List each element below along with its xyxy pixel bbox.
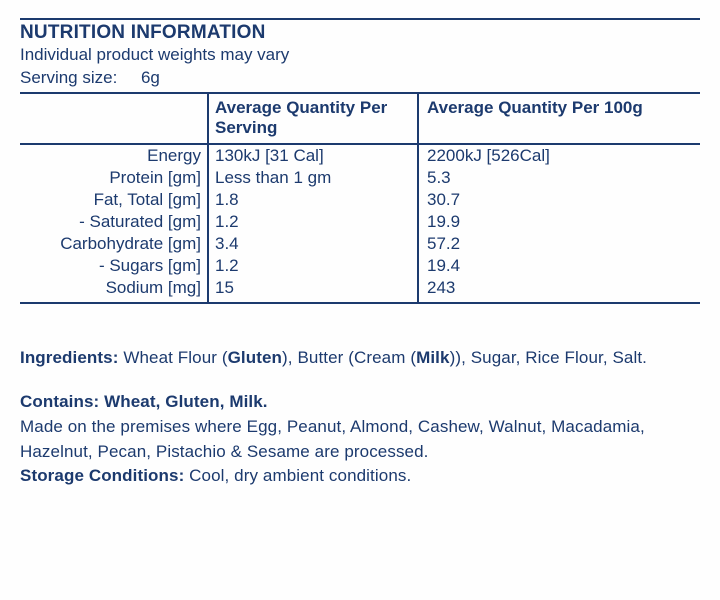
col-header-per-serving: Average Quantity Per Serving (208, 93, 418, 144)
per-100g-value: 19.4 (418, 255, 700, 277)
nutrition-table: Average Quantity Per Serving Average Qua… (20, 92, 700, 304)
per-serving-value: 3.4 (208, 233, 418, 255)
per-serving-value: 1.2 (208, 255, 418, 277)
panel-title: NUTRITION INFORMATION (20, 22, 700, 44)
nutrient-label: - Saturated [gm] (20, 211, 208, 233)
table-row: Protein [gm]Less than 1 gm5.3 (20, 167, 700, 189)
per-100g-value: 243 (418, 277, 700, 303)
nutrient-label: - Sugars [gm] (20, 255, 208, 277)
ingredients-text: Gluten (228, 348, 282, 367)
table-row: Energy130kJ [31 Cal]2200kJ [526Cal] (20, 144, 700, 167)
serving-size-line: Serving size: 6g (20, 67, 700, 90)
contains-line: Contains: Wheat, Gluten, Milk. (20, 390, 700, 415)
col-header-per-100g: Average Quantity Per 100g (418, 93, 700, 144)
table-row: Fat, Total [gm]1.830.7 (20, 189, 700, 211)
ingredients-text: )), Sugar, Rice Flour, Salt. (450, 348, 647, 367)
per-100g-value: 5.3 (418, 167, 700, 189)
per-100g-value: 30.7 (418, 189, 700, 211)
storage-line: Storage Conditions: Cool, dry ambient co… (20, 464, 700, 489)
per-serving-value: 130kJ [31 Cal] (208, 144, 418, 167)
ingredients-line: Ingredients: Wheat Flour (Gluten), Butte… (20, 346, 700, 371)
nutrient-label: Protein [gm] (20, 167, 208, 189)
per-serving-value: 15 (208, 277, 418, 303)
per-100g-value: 19.9 (418, 211, 700, 233)
nutrient-label: Sodium [mg] (20, 277, 208, 303)
weight-variance-note: Individual product weights may vary (20, 44, 700, 67)
ingredients-label: Ingredients: (20, 348, 119, 367)
table-row: - Sugars [gm]1.219.4 (20, 255, 700, 277)
serving-size-value: 6g (141, 68, 160, 87)
nutrient-label: Fat, Total [gm] (20, 189, 208, 211)
table-row: Sodium [mg]15243 (20, 277, 700, 303)
ingredients-text: Milk (416, 348, 449, 367)
ingredients-text: Wheat (119, 348, 178, 367)
table-row: Carbohydrate [gm]3.457.2 (20, 233, 700, 255)
per-serving-value: 1.2 (208, 211, 418, 233)
storage-label: Storage Conditions: (20, 466, 184, 485)
per-serving-value: Less than 1 gm (208, 167, 418, 189)
ingredients-text: Flour ( (178, 348, 228, 367)
table-row: - Saturated [gm]1.219.9 (20, 211, 700, 233)
per-100g-value: 2200kJ [526Cal] (418, 144, 700, 167)
top-rule (20, 18, 700, 20)
made-on-premises: Made on the premises where Egg, Peanut, … (20, 415, 700, 464)
ingredients-text: ), Butter (Cream ( (282, 348, 416, 367)
storage-value: Cool, dry ambient conditions. (184, 466, 411, 485)
nutrient-label: Energy (20, 144, 208, 167)
per-100g-value: 57.2 (418, 233, 700, 255)
serving-size-label: Serving size: (20, 68, 117, 87)
per-serving-value: 1.8 (208, 189, 418, 211)
contains-value: Wheat, Gluten, Milk. (99, 392, 267, 411)
col-header-blank (20, 93, 208, 144)
nutrient-label: Carbohydrate [gm] (20, 233, 208, 255)
contains-label: Contains: (20, 392, 99, 411)
